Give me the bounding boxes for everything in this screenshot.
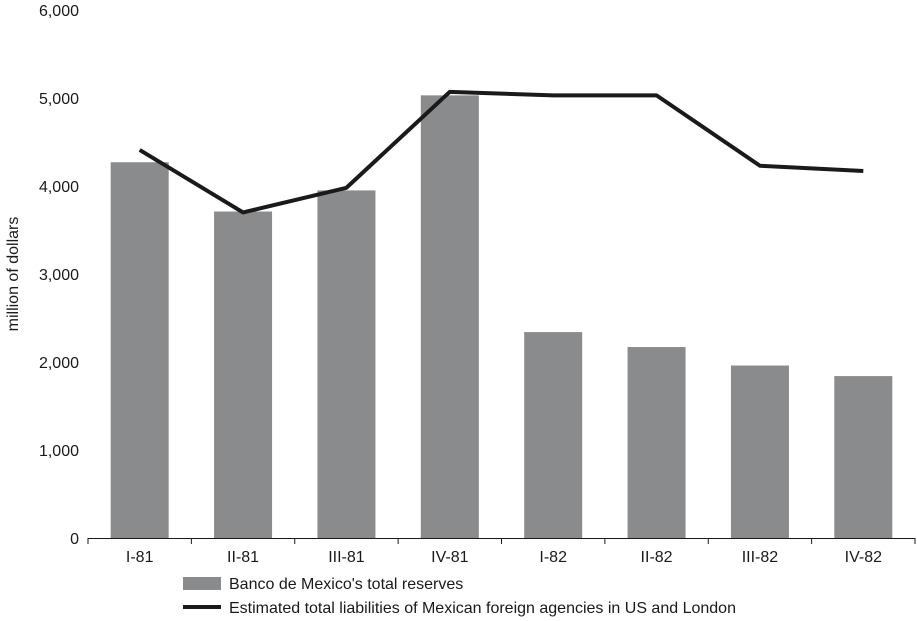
x-axis-ticks: I-81 II-81 III-81 IV-81 I-82 II-82 III-82 IV-82 — [87, 538, 916, 566]
line-series — [138, 89, 864, 215]
x-tick-label: II-82 — [641, 549, 673, 566]
y-tick-label: 5,000 — [39, 91, 79, 108]
x-tick-label: I-81 — [126, 549, 154, 566]
y-tick-label: 6,000 — [39, 3, 79, 20]
y-axis-ticks: 0 1,000 2,000 3,000 4,000 5,000 6,000 — [39, 3, 79, 548]
x-tick-label: IV-81 — [431, 549, 468, 566]
bar — [524, 332, 583, 538]
x-tick-label: I-82 — [539, 549, 567, 566]
x-tick-label: II-81 — [227, 549, 259, 566]
legend-label-liabilities: Estimated total liabilities of Mexican f… — [229, 600, 736, 617]
legend-label-reserves: Banco de Mexico's total reserves — [229, 576, 463, 593]
bar — [627, 347, 686, 538]
liabilities-line — [138, 89, 864, 215]
legend-swatch-reserves — [183, 577, 221, 590]
y-axis-title: million of dollars — [5, 217, 22, 332]
bar — [317, 190, 376, 538]
x-tick-label: IV-82 — [845, 549, 882, 566]
x-tick-label: III-82 — [742, 549, 779, 566]
bar — [730, 365, 789, 538]
bar — [110, 162, 169, 539]
y-tick-label: 3,000 — [39, 267, 79, 284]
bar — [214, 211, 273, 538]
bar-series — [110, 95, 893, 539]
y-tick-label: 1,000 — [39, 443, 79, 460]
y-tick-label: 4,000 — [39, 179, 79, 196]
y-tick-label: 0 — [70, 531, 79, 548]
bar — [420, 95, 479, 539]
x-tick-label: III-81 — [328, 549, 365, 566]
legend: Banco de Mexico's total reserves Estimat… — [183, 576, 736, 617]
bar — [834, 376, 893, 538]
y-tick-label: 2,000 — [39, 355, 79, 372]
